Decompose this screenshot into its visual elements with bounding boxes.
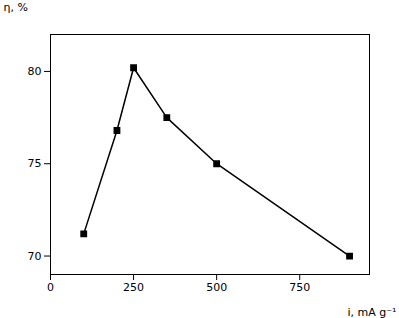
svg-text:η, %: η, % [4,1,28,14]
svg-text:0: 0 [47,281,54,294]
svg-text:250: 250 [123,281,144,294]
svg-text:75: 75 [28,157,42,170]
svg-text:500: 500 [206,281,227,294]
svg-text:750: 750 [289,281,310,294]
svg-text:70: 70 [28,250,42,263]
svg-text:i, mA g⁻¹: i, mA g⁻¹ [348,306,397,318]
svg-text:80: 80 [28,65,42,78]
